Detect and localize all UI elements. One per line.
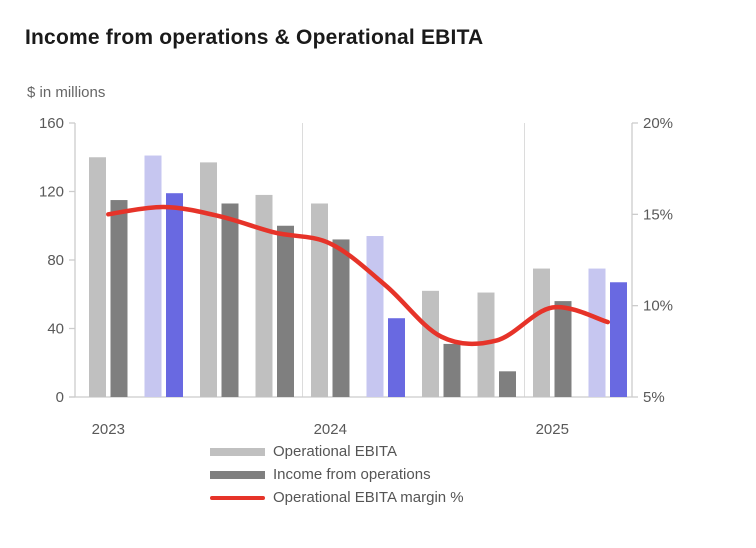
legend-swatch-operational-ebita bbox=[210, 447, 265, 456]
chart-subtitle: $ in millions bbox=[27, 84, 106, 101]
legend-item-income-from-operations: Income from operations bbox=[210, 463, 464, 486]
legend-label: Income from operations bbox=[273, 466, 431, 483]
chart-legend: Operational EBITA Income from operations… bbox=[210, 440, 464, 509]
svg-text:120: 120 bbox=[39, 184, 64, 201]
chart-title: Income from operations & Operational EBI… bbox=[25, 26, 484, 49]
x-axis-year-labels: 2023 2024 2025 bbox=[92, 421, 569, 438]
legend-item-operational-ebita: Operational EBITA bbox=[210, 440, 464, 463]
svg-text:5%: 5% bbox=[643, 389, 665, 406]
legend-item-ebita-margin: Operational EBITA margin % bbox=[210, 486, 464, 509]
legend-label: Operational EBITA bbox=[273, 443, 397, 460]
svg-text:2023: 2023 bbox=[92, 421, 125, 438]
margin-line bbox=[106, 204, 611, 347]
left-axis-labels: 160 120 80 40 0 bbox=[39, 115, 75, 406]
bars-income-from-operations bbox=[110, 193, 627, 397]
svg-text:2024: 2024 bbox=[314, 421, 347, 438]
svg-text:40: 40 bbox=[47, 321, 64, 338]
legend-line-swatch-ebita-margin bbox=[210, 495, 265, 500]
svg-text:0: 0 bbox=[56, 389, 64, 406]
legend-swatch-income-from-operations bbox=[210, 470, 265, 479]
svg-text:2025: 2025 bbox=[536, 421, 569, 438]
svg-text:10%: 10% bbox=[643, 298, 673, 315]
svg-text:80: 80 bbox=[47, 252, 64, 269]
legend-label: Operational EBITA margin % bbox=[273, 489, 464, 506]
bars-operational-ebita bbox=[89, 155, 606, 397]
right-axis-labels: 20% 15% 10% 5% bbox=[632, 115, 673, 406]
svg-text:15%: 15% bbox=[643, 206, 673, 223]
svg-text:20%: 20% bbox=[643, 115, 673, 132]
svg-text:160: 160 bbox=[39, 115, 64, 132]
year-separators bbox=[302, 123, 525, 397]
